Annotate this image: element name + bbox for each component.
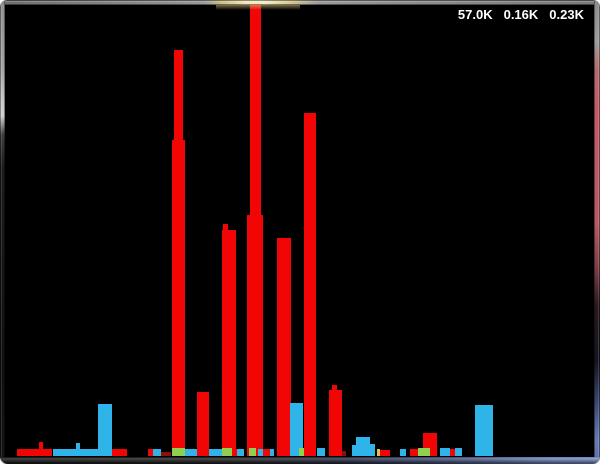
spectrum-bar [39,442,43,456]
spectrum-bar [377,449,380,456]
spectrum-bar [43,449,52,456]
spectrum-bar [172,140,185,456]
spectrum-bar [290,403,303,456]
frame-right-edge [594,0,600,464]
spectrum-bar [76,443,80,456]
spectrum-bar [209,449,222,456]
spectrum-bar [112,449,127,456]
readout-value-2: 0.16K [503,7,539,22]
spectrum-bar [400,449,406,456]
spectrum-bar [223,224,228,234]
spectrum-bar [410,449,419,456]
spectrum-bar [277,238,291,456]
spectrum-bar [352,445,357,456]
spectrum-bar [185,449,197,456]
frame-left-edge [0,0,5,464]
spectrum-bar [98,404,112,456]
spectrum-bar [380,450,390,456]
spectrum-bar [299,448,304,456]
spectrum-bar [197,392,209,456]
spectrum-bar [148,449,153,456]
frame-top-edge [0,0,600,5]
spectrum-bar [450,449,455,456]
readout-value-1: 57.0K [457,7,493,22]
spectrum-bar [317,448,325,456]
spectrum-bar [342,451,346,456]
spectrum-bar [233,449,237,456]
spectrum-bar [263,449,270,456]
spectrum-bar [475,405,493,456]
spectrum-bar [53,449,98,456]
spectrum-bar [153,449,161,456]
spectrum-bar [370,444,375,456]
spectrum-bar [161,452,171,456]
spectrum-bar [440,448,450,456]
spectrum-bar [304,113,316,456]
spectrum-bar [356,437,370,456]
spectrum-bar [237,449,244,456]
spectrum-bar [455,448,462,456]
spectrum-bar [249,448,256,456]
spectrum-bar [174,50,183,140]
frame-glow-spill [216,5,300,10]
spectrum-bar [172,448,185,456]
spectrum-bar [250,4,261,216]
spectrum-bar [17,449,40,456]
spectrum-bar [222,448,232,456]
spectrum-bar [247,215,263,456]
readout-value-3: 0.23K [549,7,584,22]
spectrum-bar [222,230,236,456]
spectrum-bar [258,449,263,456]
spectrum-bar [418,448,430,456]
level-readout: 57.0K 0.16K 0.23K [458,7,584,22]
spectrum-bar [329,390,342,456]
frame-bottom-edge [0,457,600,464]
spectrum-bar [270,449,274,456]
